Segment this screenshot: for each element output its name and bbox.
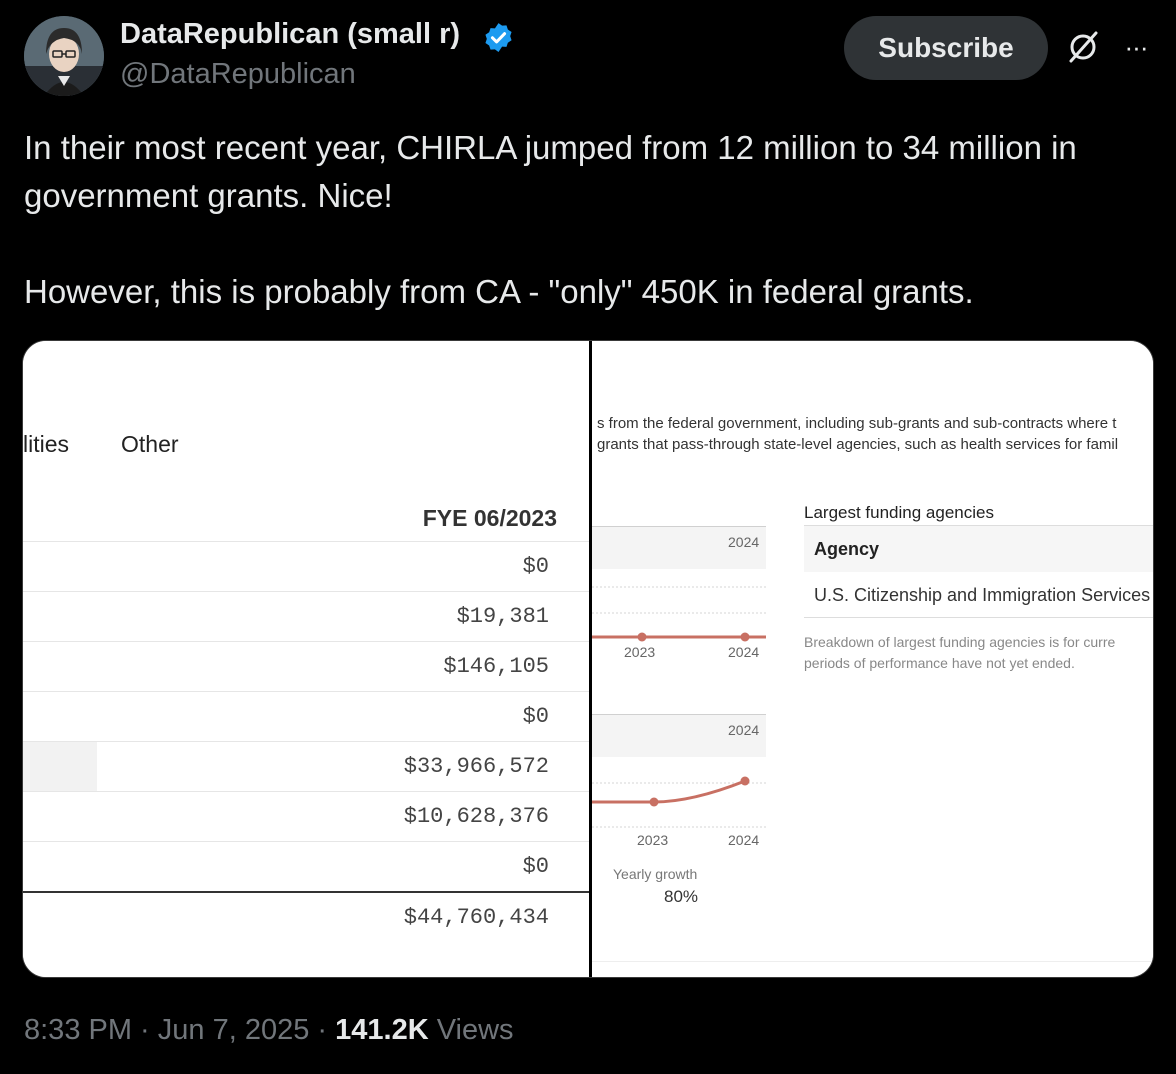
panel-bottom-rule — [592, 961, 1153, 962]
data-point — [740, 632, 750, 642]
table-row: $19,381 — [23, 591, 589, 642]
agencies-note: periods of performance have not yet ende… — [804, 655, 1075, 671]
description-line: grants that pass-through state-level age… — [597, 436, 1119, 453]
subscribe-button[interactable]: Subscribe — [844, 16, 1048, 80]
table-cell: $10,628,376 — [403, 804, 549, 829]
agencies-title: Largest funding agencies — [804, 503, 994, 522]
chart-header-year: 2024 — [728, 534, 760, 550]
financial-table-panel: lities Other FYE 06/2023 $0 $19,381 $146… — [23, 341, 589, 977]
table-cell: $0 — [522, 704, 549, 729]
agency-row: U.S. Citizenship and Immigration Service… — [814, 585, 1151, 605]
table-row: $33,966,572 — [23, 741, 589, 792]
views-count: 141.2K — [335, 1014, 429, 1046]
table-row: $0 — [23, 541, 589, 592]
description-line: s from the federal government, including… — [597, 415, 1117, 432]
table-cell: $0 — [522, 554, 549, 579]
growth-label: Yearly growth — [613, 866, 698, 882]
chart-header-band — [592, 526, 766, 569]
grants-line-chart — [592, 586, 766, 642]
table-row: $0 — [23, 691, 589, 742]
agencies-column-header: Agency — [814, 539, 880, 559]
chart-header-band — [592, 714, 766, 757]
more-options-icon[interactable]: ··· — [1124, 32, 1149, 62]
table-row: $0 — [23, 841, 589, 892]
image-divider — [589, 341, 592, 977]
row-highlight — [23, 742, 97, 792]
tweet-date[interactable]: Jun 7, 2025 — [157, 1014, 310, 1046]
tweet-time[interactable]: 8:33 PM — [24, 1014, 132, 1046]
tweet-text: In their most recent year, CHIRLA jumped… — [24, 129, 1077, 310]
chart-x-label: 2023 — [637, 832, 669, 848]
table-total-value: $44,760,434 — [403, 905, 549, 930]
data-point — [637, 632, 647, 642]
table-cell: $33,966,572 — [403, 754, 549, 779]
data-point — [740, 776, 750, 786]
chart-x-label: 2024 — [728, 644, 760, 660]
agencies-header-row — [804, 525, 1153, 572]
author-name[interactable]: DataRepublican (small r) — [120, 18, 461, 50]
author-handle[interactable]: @DataRepublican — [120, 58, 356, 90]
series-line — [592, 779, 746, 804]
verified-badge-icon — [482, 21, 515, 54]
chart-x-label: 2024 — [728, 832, 760, 848]
agencies-note: Breakdown of largest funding agencies is… — [804, 634, 1116, 650]
table-row: $146,105 — [23, 641, 589, 692]
data-point — [649, 797, 659, 807]
growth-value: 80% — [664, 887, 699, 906]
chart-header-year: 2024 — [728, 722, 760, 738]
agency-divider — [804, 617, 1153, 618]
tweet-metadata: 8:33 PM · Jun 7, 2025 · 141.2K Views — [24, 1014, 514, 1046]
table-cell: $146,105 — [443, 654, 549, 679]
table-cell: $19,381 — [456, 604, 549, 629]
column-header-other: Other — [121, 431, 179, 457]
chart-x-label: 2023 — [624, 644, 656, 660]
grants-growth-chart — [592, 776, 766, 828]
federal-grants-panel: s from the federal government, including… — [592, 341, 1153, 977]
avatar[interactable] — [24, 16, 104, 96]
grok-icon[interactable] — [1066, 30, 1100, 64]
views-label: Views — [436, 1014, 514, 1046]
table-total-row: $44,760,434 — [23, 891, 589, 977]
table-row: $10,628,376 — [23, 791, 589, 842]
column-header-cut: lities — [23, 431, 70, 457]
table-cell: $0 — [522, 854, 549, 879]
tweet-media-image[interactable]: lities Other FYE 06/2023 $0 $19,381 $146… — [22, 340, 1154, 978]
period-header: FYE 06/2023 — [422, 505, 557, 531]
